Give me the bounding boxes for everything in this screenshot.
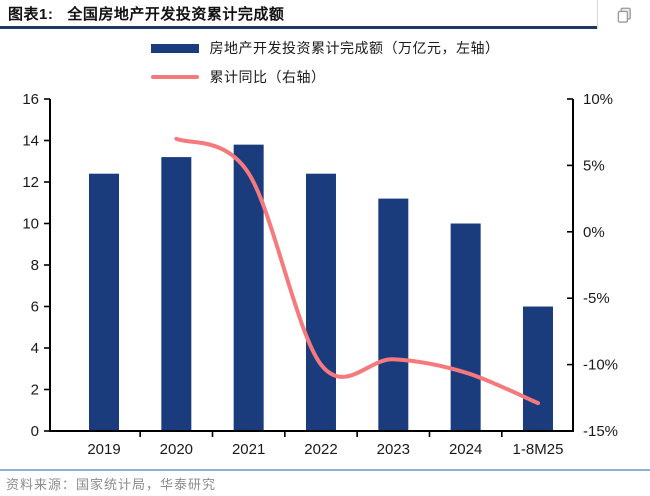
bar-2019 (89, 173, 119, 431)
bar-series-swatch-icon (150, 43, 199, 53)
right-axis-label: 0% (583, 224, 605, 241)
bar-2024 (450, 223, 481, 431)
legend-label-bar-series: 房地产开发投资累计完成额（万亿元，左轴） (209, 40, 500, 56)
left-axis-label: 12 (22, 174, 39, 191)
copy-chart-button[interactable] (613, 4, 635, 26)
source-text: 资料来源：国家统计局，华泰研究 (6, 477, 217, 492)
right-axis-label: 5% (583, 157, 605, 174)
left-axis-label: 6 (31, 299, 39, 316)
copy-icon (615, 7, 633, 27)
left-axis-label: 10 (22, 216, 39, 233)
bar-2020 (161, 157, 192, 431)
yoy-line (174, 136, 540, 406)
x-axis-label: 2021 (232, 441, 265, 458)
x-axis-label: 2024 (449, 441, 482, 458)
left-axis-label: 0 (31, 423, 39, 440)
right-axis-label: 10% (583, 91, 613, 108)
source-footer: 资料来源：国家统计局，华泰研究 (0, 469, 650, 496)
right-axis-label: -10% (583, 357, 618, 374)
chart-legend: 房地产开发投资累计完成额（万亿元，左轴） 累计同比（右轴） (150, 38, 500, 87)
left-axis-label: 4 (31, 340, 39, 357)
figure-tag: 图表1: (8, 5, 54, 23)
figure-toolbar (597, 0, 650, 29)
figure-header: 图表1: 全国房地产开发投资累计完成额 (0, 0, 650, 29)
bar-1-8M25 (522, 306, 553, 431)
right-axis-label: -15% (583, 423, 618, 440)
bar-2023 (378, 198, 409, 431)
x-axis-label: 2019 (87, 441, 120, 458)
figure-title: 全国房地产开发投资累计完成额 (67, 5, 285, 23)
bar-line-chart: 0 2 4 6 8 10 12 14 16 10% 5% 0% -5% -10% -15% 2019 2020 2… (22, 91, 618, 458)
x-axis-label: 2020 (160, 441, 193, 458)
chart-area: 0 2 4 6 8 10 12 14 16 10% 5% 0% -5% -10% -15% 2019 2020 2… (0, 89, 650, 474)
figure-title-bar: 图表1: 全国房地产开发投资累计完成额 (0, 0, 597, 29)
left-axis-label: 16 (22, 91, 39, 108)
x-axis-label: 2022 (304, 441, 337, 458)
left-axis-label: 14 (22, 133, 39, 150)
left-axis-label: 8 (31, 257, 39, 274)
right-axis-label: -5% (583, 290, 610, 307)
x-axis-label: 2023 (377, 441, 410, 458)
legend-item-bar-series: 房地产开发投资累计完成额（万亿元，左轴） (150, 38, 500, 58)
bar-2021 (233, 144, 264, 431)
x-axis-label: 1-8M25 (513, 441, 564, 458)
bar-2022 (305, 173, 336, 431)
left-axis-label: 2 (31, 382, 39, 399)
legend-label-line-series: 累计同比（右轴） (209, 69, 326, 85)
line-series-swatch-icon (150, 75, 199, 79)
legend-item-line-series: 累计同比（右轴） (150, 67, 500, 87)
